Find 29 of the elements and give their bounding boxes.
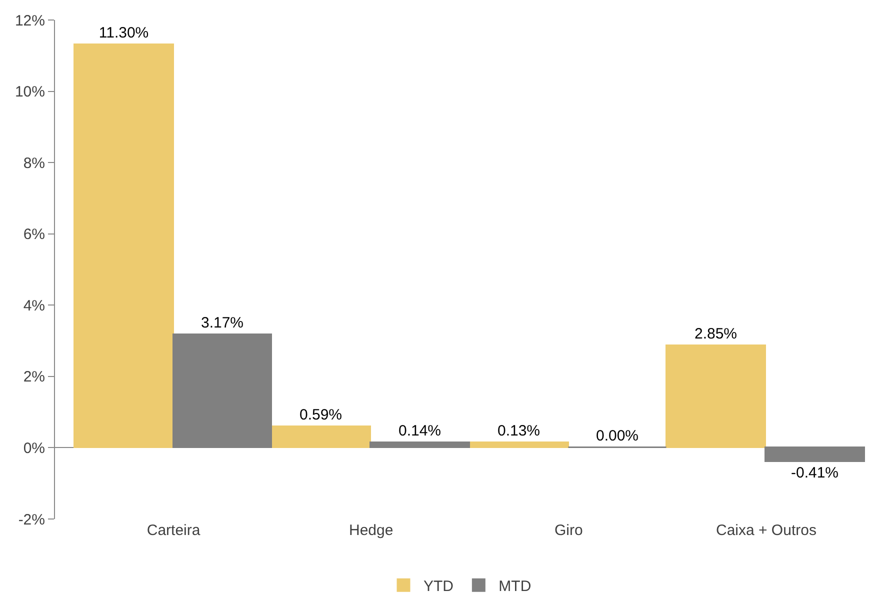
y-tick-label: 6%: [23, 226, 45, 244]
data-label: 11.30%: [98, 24, 149, 42]
bar: [74, 44, 174, 448]
y-tick-label: -2%: [18, 511, 45, 528]
x-tick-label: Hedge: [349, 522, 394, 539]
bar: [270, 426, 371, 448]
data-label: 3.17%: [200, 314, 244, 332]
bar: [468, 442, 569, 448]
data-label: 0.59%: [299, 406, 342, 424]
y-tick-label: 4%: [23, 297, 45, 314]
bar: [666, 344, 766, 448]
data-label: 2.85%: [694, 325, 738, 342]
x-tick-label: Giro: [554, 522, 583, 539]
x-tick-label: Caixa + Outros: [716, 522, 816, 539]
y-tick-label: 8%: [23, 154, 45, 172]
x-tick-label: Carteira: [146, 522, 201, 539]
data-label: 0.13%: [497, 422, 540, 440]
legend-label: MTD: [498, 578, 532, 595]
bar: [370, 442, 470, 448]
data-label: 0.00%: [596, 427, 639, 444]
bar: [172, 334, 272, 448]
bar: [764, 446, 865, 462]
y-tick-label: 0%: [23, 440, 45, 457]
y-tick-label: 2%: [23, 368, 45, 386]
data-label: 0.14%: [398, 422, 442, 440]
legend-label: YTD: [424, 578, 454, 595]
y-tick-label: 10%: [14, 84, 45, 101]
y-tick-label: 12%: [14, 12, 45, 30]
data-label: -0.41%: [790, 464, 839, 482]
